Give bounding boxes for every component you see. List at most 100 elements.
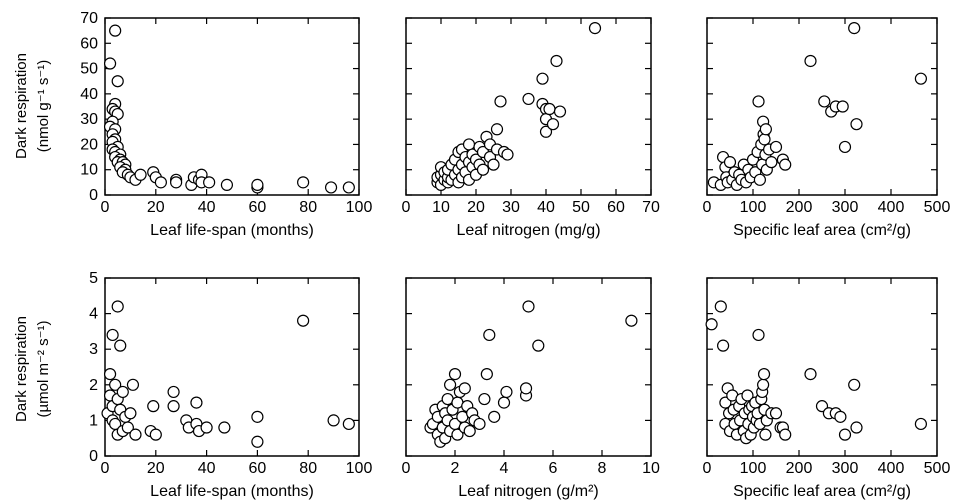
data-point [147, 400, 160, 413]
data-point [444, 378, 457, 391]
y-tick-label: 5 [89, 270, 98, 287]
data-point [848, 22, 861, 35]
x-tick-label: 400 [878, 199, 905, 216]
x-tick-label: 300 [832, 460, 859, 477]
data-point [723, 156, 737, 169]
y-tick-label: 10 [80, 162, 98, 179]
data-point [297, 176, 310, 189]
row-bottom: Dark respiration (µmol m⁻² s⁻¹) [13, 316, 52, 422]
x-axis-label: Specific leaf area (cm²/g) [733, 222, 911, 239]
x-tick-label: 40 [198, 199, 216, 216]
data-point [109, 378, 122, 391]
y-tick-label: 0 [89, 448, 98, 465]
data-point [111, 300, 124, 313]
data-point [327, 414, 340, 427]
y-tick-label: 0 [89, 187, 98, 204]
data-point [536, 72, 549, 85]
data-point [448, 368, 462, 381]
x-tick-label: 0 [402, 199, 411, 216]
row-top: Dark respiration (nmol g⁻¹ s⁻¹) [13, 53, 52, 159]
plot-frame [706, 17, 938, 196]
plot-frame [104, 277, 360, 457]
data-point [705, 318, 718, 331]
x-tick-label: 4 [500, 460, 509, 477]
scatter-panel-6: 0 100 200 300 400 500 Specific leaf area (cm²/… [703, 277, 951, 500]
data-point [251, 178, 264, 191]
data-point [588, 22, 602, 35]
plot-frame [104, 17, 360, 196]
data-point [914, 72, 928, 85]
ylabel-top-line2: (nmol g⁻¹ s⁻¹) [35, 60, 52, 153]
x-tick-label: 20 [467, 199, 485, 216]
data-point [149, 428, 162, 441]
data-point [167, 385, 180, 399]
data-point [716, 339, 730, 352]
data-point [462, 138, 476, 151]
data-point [838, 140, 852, 154]
data-point [501, 148, 514, 161]
data-point [522, 92, 535, 106]
data-point [297, 314, 310, 327]
data-point [458, 382, 471, 395]
data-point [220, 178, 234, 191]
data-point [550, 54, 563, 68]
y-tick-label: 70 [80, 10, 98, 27]
data-point [200, 421, 213, 434]
data-point [109, 24, 122, 37]
plot-frame [706, 277, 938, 457]
scatter-panel-4: 0 20 40 60 80 100 0 1 2 3 4 5 Leaf life-span (months… [89, 270, 372, 500]
x-tick-label: 100 [346, 199, 373, 216]
y-tick-label: 60 [80, 35, 98, 52]
data-point [476, 163, 490, 176]
data-point [532, 339, 545, 352]
x-tick-label: 0 [703, 199, 712, 216]
data-point [625, 314, 638, 327]
x-tick-label: 0 [402, 460, 411, 477]
x-tick-label: 100 [346, 460, 373, 477]
x-tick-label: 10 [432, 199, 450, 216]
data-point [324, 181, 338, 194]
data-point [103, 368, 117, 381]
y-tick-label: 50 [80, 61, 98, 78]
data-point [553, 105, 567, 118]
plot-frame [405, 277, 652, 457]
y-tick-label: 1 [89, 412, 98, 429]
data-point [779, 428, 792, 441]
data-point [804, 368, 817, 381]
data-point [488, 410, 501, 423]
x-tick-label: 500 [924, 199, 951, 216]
data-point [251, 435, 264, 448]
data-point [834, 410, 847, 423]
data-point [714, 300, 727, 313]
data-point [203, 176, 216, 189]
x-tick-label: 50 [572, 199, 590, 216]
scatter-panel-2: 0 10 20 30 40 50 60 70 Leaf nitrogen (mg/g) [402, 17, 660, 239]
data-point [342, 181, 355, 194]
data-point [848, 378, 861, 391]
x-tick-label: 6 [549, 460, 558, 477]
data-point [757, 368, 771, 381]
x-tick-label: 40 [537, 199, 555, 216]
x-tick-label: 2 [451, 460, 460, 477]
plot-frame [405, 17, 652, 196]
x-tick-label: 100 [740, 460, 767, 477]
data-point [490, 123, 504, 136]
data-point [769, 140, 783, 154]
data-point [765, 156, 778, 169]
data-point [769, 407, 783, 420]
data-point [129, 428, 142, 441]
data-point [124, 407, 137, 420]
x-tick-label: 500 [924, 460, 951, 477]
y-tick-label: 2 [89, 377, 98, 394]
x-tick-label: 8 [598, 460, 607, 477]
data-point [758, 133, 771, 146]
data-point [836, 100, 849, 113]
x-tick-label: 0 [703, 460, 712, 477]
data-point [483, 328, 496, 342]
data-point [522, 300, 535, 313]
x-tick-label: 300 [832, 199, 859, 216]
data-point [497, 396, 511, 409]
data-point [106, 328, 119, 342]
data-point [480, 368, 493, 381]
x-axis-label: Specific leaf area (cm²/g) [733, 483, 911, 500]
